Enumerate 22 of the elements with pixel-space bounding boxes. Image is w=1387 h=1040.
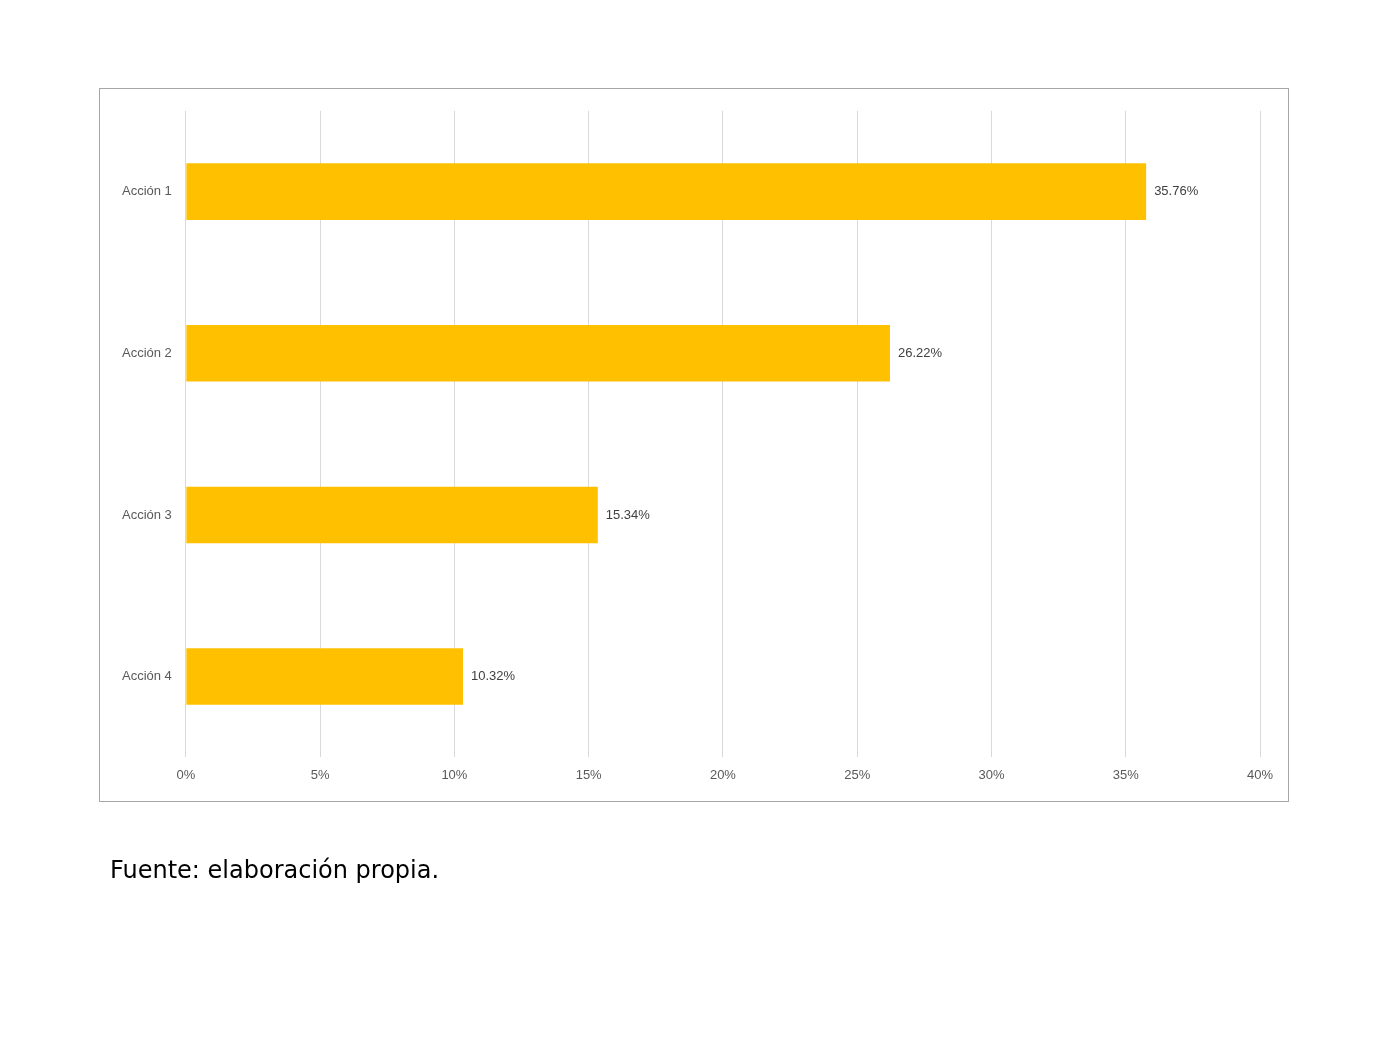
source-note: Fuente: elaboración propia. xyxy=(110,856,440,884)
bar xyxy=(186,324,890,382)
x-tick-label: 10% xyxy=(441,766,468,782)
x-tick-label: 35% xyxy=(1112,766,1140,782)
y-tick-label: Acción 3 xyxy=(121,506,172,522)
bar xyxy=(186,486,598,544)
x-tick-label: 15% xyxy=(575,766,603,782)
y-tick-label: Acción 1 xyxy=(121,183,172,199)
y-tick-label: Acción 4 xyxy=(121,668,172,684)
x-tick-label: 0% xyxy=(176,766,196,782)
data-label: 26.22% xyxy=(897,344,943,360)
x-tick-label: 25% xyxy=(844,766,871,782)
x-tick-label: 5% xyxy=(310,766,330,782)
data-label: 10.32% xyxy=(470,668,516,684)
data-label: 15.34% xyxy=(605,506,651,522)
x-tick-label: 20% xyxy=(709,766,737,782)
x-tick-label: 40% xyxy=(1246,766,1274,782)
y-tick-label: Acción 2 xyxy=(121,344,172,360)
x-tick-label: 30% xyxy=(978,766,1005,782)
bar xyxy=(186,648,463,705)
bar xyxy=(186,163,1147,220)
data-label: 35.76% xyxy=(1154,183,1199,199)
